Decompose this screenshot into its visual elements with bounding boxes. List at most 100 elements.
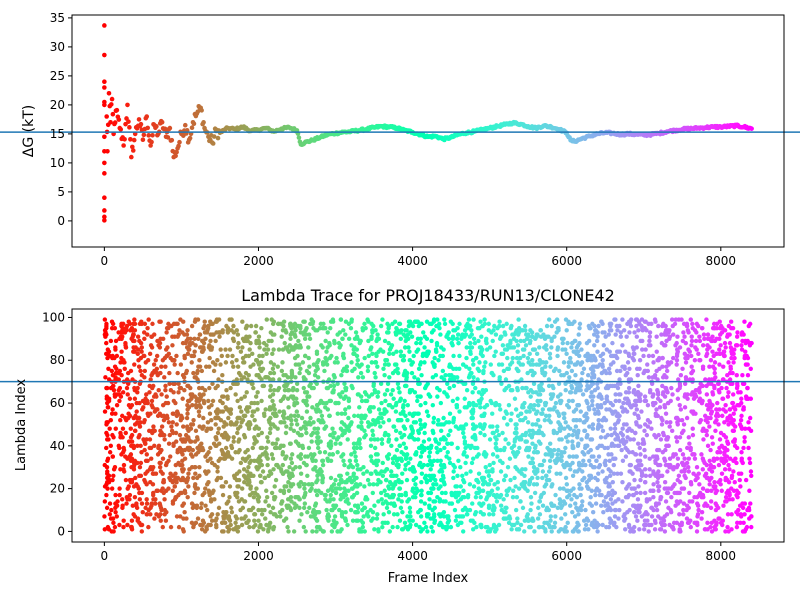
lambda-point [723, 435, 729, 440]
lambda-point [220, 394, 225, 399]
lambda-point [652, 373, 658, 378]
lambda-point [509, 323, 514, 329]
lambda-point [566, 364, 571, 369]
lambda-point [429, 462, 435, 468]
lambda-point [398, 411, 403, 416]
lambda-point [349, 452, 354, 457]
lambda-point [435, 394, 440, 399]
lambda-point [376, 420, 381, 425]
lambda-point [432, 364, 437, 369]
lambda-point [624, 409, 630, 414]
lambda-point [117, 492, 122, 498]
dg-point [138, 121, 144, 127]
lambda-point [353, 330, 359, 335]
lambda-point [734, 460, 739, 466]
lambda-point [674, 362, 679, 367]
lambda-point [395, 512, 400, 517]
lambda-point [595, 334, 600, 339]
lambda-point [552, 524, 557, 530]
lambda-point [247, 347, 252, 352]
lambda-point [730, 325, 736, 331]
lambda-point [606, 366, 612, 372]
dg-point [112, 120, 118, 125]
lambda-point [675, 347, 680, 352]
lambda-point [617, 323, 622, 329]
lambda-point [179, 437, 184, 442]
lambda-point [663, 411, 669, 416]
lambda-point [676, 377, 681, 382]
lambda-point [196, 336, 201, 342]
lambda-point [393, 428, 399, 434]
lambda-point [633, 402, 639, 408]
lambda-point [541, 458, 547, 464]
lambda-point [503, 332, 508, 337]
lambda-point [727, 490, 732, 496]
lambda-point [500, 460, 505, 466]
lambda-point [627, 330, 632, 335]
lambda-point [485, 529, 491, 534]
lambda-point [523, 467, 528, 472]
lambda-point [656, 323, 661, 329]
lambda-point [347, 458, 353, 464]
lambda-point [167, 432, 172, 438]
lambda-point [215, 469, 220, 474]
lambda-point [339, 477, 344, 483]
lambda-point [712, 383, 717, 389]
lambda-point [673, 503, 678, 508]
lambda-point [376, 499, 381, 504]
lambda-point [348, 507, 354, 513]
lambda-point [154, 512, 159, 517]
lambda-point [303, 426, 308, 431]
lambda-point [205, 420, 211, 425]
lambda-point [220, 450, 225, 455]
lambda-point [734, 334, 740, 339]
lambda-point [153, 471, 159, 476]
lambda-point [238, 349, 244, 354]
lambda-point [601, 509, 606, 515]
lambda-point [271, 370, 277, 376]
lambda-point [297, 370, 302, 376]
lambda-point [112, 325, 118, 331]
lambda-point [680, 452, 686, 457]
lambda-point [187, 340, 193, 346]
lambda-point [403, 492, 409, 498]
lambda-point [277, 509, 283, 515]
lambda-point [360, 328, 366, 333]
lambda-point [114, 514, 120, 519]
lambda-point [743, 477, 749, 483]
lambda-point [566, 321, 571, 327]
lambda-point [394, 447, 400, 453]
lambda-point [113, 426, 118, 431]
lambda-point [124, 385, 130, 391]
lambda-point [324, 362, 330, 367]
lambda-point [708, 524, 713, 530]
lambda-point [362, 428, 367, 434]
lambda-point [723, 494, 729, 500]
lambda-point [104, 340, 109, 346]
lambda-point [685, 328, 691, 333]
lambda-point [488, 362, 493, 367]
lambda-point [450, 398, 456, 404]
dg-point [102, 52, 107, 58]
lambda-point [724, 385, 729, 391]
lambda-scatter-points [102, 317, 754, 534]
lambda-point [464, 512, 470, 517]
lambda-point [425, 529, 430, 534]
lambda-point [629, 486, 634, 491]
lambda-point [128, 435, 134, 440]
lambda-point [103, 375, 108, 380]
lambda-point [129, 336, 134, 342]
lambda-point [298, 456, 303, 461]
lambda-point [572, 514, 578, 519]
lambda-point [283, 345, 289, 350]
lambda-point [115, 499, 120, 504]
lambda-point [703, 527, 708, 532]
lambda-point [677, 512, 682, 517]
lambda-point [368, 443, 374, 449]
lambda-point [418, 340, 423, 346]
lambda-point [419, 488, 424, 493]
lambda-point [665, 443, 671, 449]
lambda-point [569, 383, 574, 389]
lambda-point [354, 518, 359, 523]
